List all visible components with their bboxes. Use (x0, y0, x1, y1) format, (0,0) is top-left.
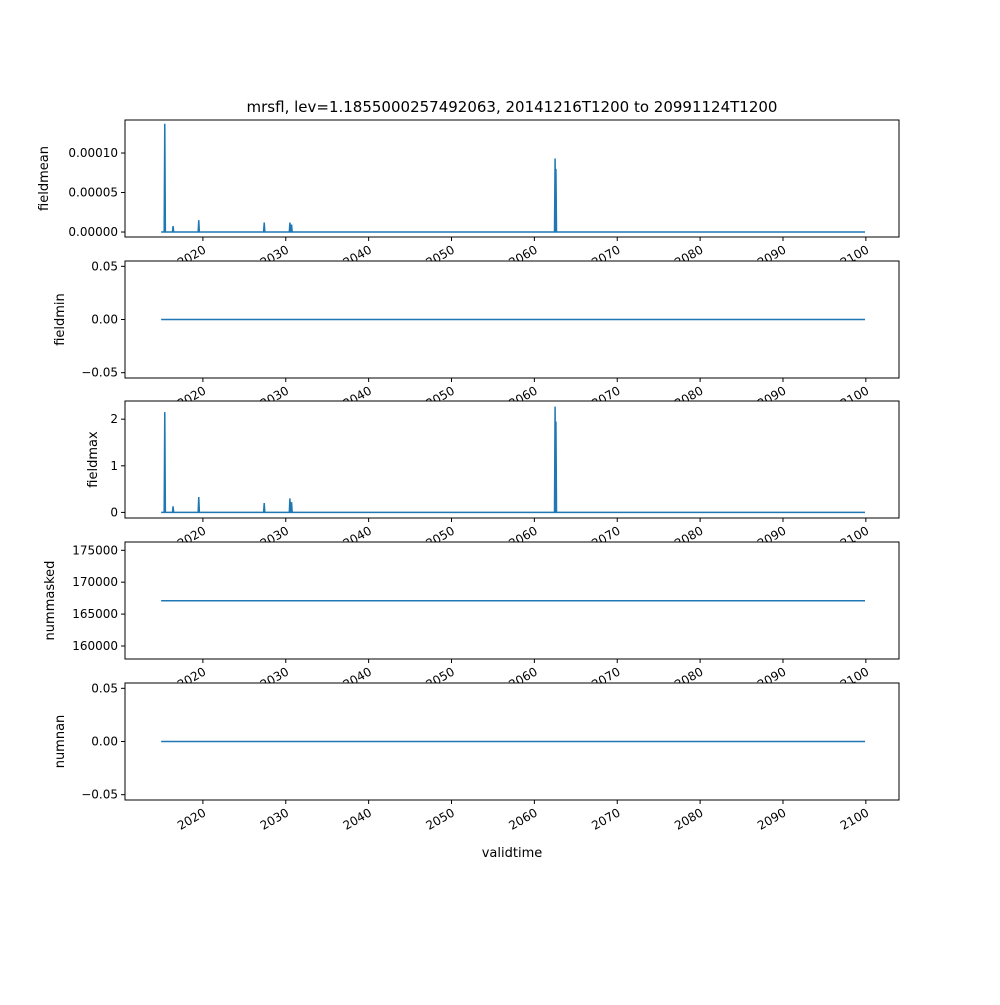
series-line-fieldmax (161, 406, 866, 514)
plot-area (125, 120, 899, 237)
y-tick-label: 165000 (72, 607, 118, 621)
y-tick-label: 1 (110, 459, 118, 473)
y-axis-label: nummasked (43, 561, 58, 641)
y-axis-label: numnan (53, 715, 68, 769)
y-tick-label: 0.00005 (68, 186, 118, 200)
x-tick-label: 2040 (341, 805, 374, 832)
y-tick-label: 175000 (72, 543, 118, 557)
series-line-fieldmean (161, 123, 866, 233)
x-tick-label: 2070 (589, 805, 622, 832)
axes-frame (124, 119, 900, 238)
y-axis-label: fieldmax (86, 431, 101, 488)
y-axis-label: fieldmean (37, 146, 52, 211)
y-tick-label: 0.00 (91, 313, 118, 327)
x-tick-label: 2100 (838, 805, 871, 832)
y-axis-label: fieldmin (53, 293, 68, 346)
y-tick-label: −0.05 (81, 366, 118, 380)
x-tick-label: 2060 (506, 805, 539, 832)
y-tick-label: 0.00 (91, 735, 118, 749)
y-tick-label: 0.00000 (68, 225, 118, 239)
y-tick-label: −0.05 (81, 788, 118, 802)
x-axis-label: validtime (482, 846, 543, 861)
x-tick-label: 2050 (424, 805, 457, 832)
x-tick-label: 2020 (175, 805, 208, 832)
y-tick-label: 0.00010 (68, 146, 118, 160)
axes-frame (124, 541, 900, 660)
y-tick-label: 0 (110, 505, 118, 519)
y-tick-label: 0.05 (91, 681, 118, 695)
axes-frame (124, 400, 900, 519)
chart-title: mrsfl, lev=1.1855000257492063, 20141216T… (247, 98, 778, 116)
y-tick-label: 160000 (72, 639, 118, 653)
plot-area (125, 401, 899, 518)
y-tick-label: 0.05 (91, 259, 118, 273)
x-tick-label: 2030 (258, 805, 291, 832)
y-tick-label: 170000 (72, 575, 118, 589)
y-tick-label: 2 (110, 412, 118, 426)
x-tick-label: 2090 (755, 805, 788, 832)
panel-numnan: −0.05 0.00 0.05 numnan 2020 2030 2040 2050 2060 2… (53, 681, 900, 833)
x-tick-label: 2080 (672, 805, 705, 832)
